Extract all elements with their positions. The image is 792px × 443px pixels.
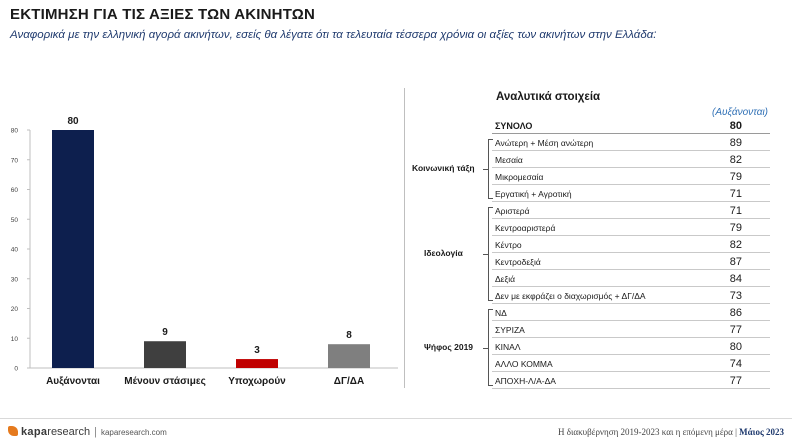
table-row: Κέντρο 82 — [492, 237, 770, 253]
row-value: 79 — [729, 171, 742, 183]
bar — [144, 341, 186, 368]
footer-logo: kaparesearch | kaparesearch.com — [8, 426, 167, 438]
bar-data-label: 9 — [162, 327, 168, 338]
row-label: ΝΔ — [495, 308, 507, 318]
bar — [236, 359, 278, 368]
group-bracket-tick — [483, 254, 488, 255]
footer-caption: Η διακυβέρνηση 2019-2023 και η επόμενη μ… — [558, 427, 784, 437]
y-tick-label: 20 — [11, 306, 19, 313]
y-tick-label: 60 — [11, 187, 19, 194]
bar — [52, 130, 94, 368]
group-label: Κοινωνική τάξη — [412, 163, 475, 173]
row-label: ΑΛΛΟ ΚΟΜΜΑ — [495, 359, 553, 369]
row-value: 80 — [729, 341, 742, 353]
table-row: Κεντροαριστερά 79 — [492, 220, 770, 236]
group-bracket — [488, 207, 493, 301]
x-category-label: ΔΓ/ΔΑ — [334, 376, 364, 387]
row-value: 87 — [729, 256, 742, 268]
footer-separator: | — [94, 426, 97, 438]
page-title: ΕΚΤΙΜΗΣΗ ΓΙΑ ΤΙΣ ΑΞΙΕΣ ΤΩΝ ΑΚΙΝΗΤΩΝ — [10, 6, 316, 23]
row-value: 77 — [729, 324, 742, 336]
table-row: Μεσαία 82 — [492, 152, 770, 168]
y-tick-label: 70 — [11, 157, 19, 164]
row-value: 79 — [729, 222, 742, 234]
group-bracket-tick — [483, 347, 488, 349]
row-label: ΣΥΝΟΛΟ — [495, 121, 533, 131]
y-tick-label: 0 — [14, 366, 18, 373]
row-value: 82 — [729, 239, 742, 251]
table-row: Κεντροδεξιά 87 — [492, 254, 770, 270]
table-row: Ανώτερη + Μέση ανώτερη 89 — [492, 135, 770, 151]
footer-report-title: Η διακυβέρνηση 2019-2023 και η επόμενη μ… — [557, 427, 737, 437]
row-value: 86 — [729, 307, 742, 319]
bar — [328, 344, 370, 368]
row-label: ΚΙΝΑΛ — [495, 342, 521, 352]
row-label: Δεξιά — [495, 274, 516, 284]
row-label: Κεντροαριστερά — [495, 223, 556, 233]
row-label: Δεν με εκφράζει ο διαχωρισμός + ΔΓ/ΔΑ — [495, 291, 646, 301]
brand-name-a: kapa — [21, 426, 48, 438]
row-value: 80 — [729, 120, 742, 132]
group-bracket — [488, 139, 493, 199]
table-row: ΑΠΟΧΗ-Λ/Α-ΔΑ 77 — [492, 373, 770, 389]
table-row: Μικρομεσαία 79 — [492, 169, 770, 185]
table-row: ΣΥΡΙΖΑ 77 — [492, 322, 770, 338]
row-label: ΑΠΟΧΗ-Λ/Α-ΔΑ — [495, 376, 556, 386]
section-divider — [404, 88, 405, 388]
row-label: Μεσαία — [495, 155, 523, 165]
brand-name-b: research — [47, 426, 91, 438]
row-value: 71 — [729, 188, 742, 200]
bar-data-label: 80 — [67, 116, 79, 127]
y-tick-label: 40 — [11, 247, 19, 254]
row-label: Εργατική + Αγροτική — [495, 189, 572, 199]
table-row: Αριστερά 71 — [492, 203, 770, 219]
table-row: ΝΔ 86 — [492, 305, 770, 321]
table-row: Δεν με εκφράζει ο διαχωρισμός + ΔΓ/ΔΑ 73 — [492, 288, 770, 304]
table-row: Δεξιά 84 — [492, 271, 770, 287]
table-title: Αναλυτικά στοιχεία — [496, 91, 601, 103]
group-bracket — [488, 309, 493, 386]
bar-chart: 0 10 20 30 40 50 60 70 80 80 Αυξάνονται 9 Μένουν στά… — [11, 116, 398, 387]
row-label: Κεντροδεξιά — [495, 257, 541, 267]
row-value: 84 — [729, 273, 742, 285]
x-category-label: Υποχωρούν — [228, 376, 286, 387]
brand-mark-icon — [8, 426, 18, 436]
footer-site: kaparesearch.com — [100, 428, 167, 437]
row-value: 82 — [729, 154, 742, 166]
x-category-label: Μένουν στάσιμες — [124, 376, 206, 387]
footer-date: Μάιος 2023 — [739, 427, 784, 437]
row-label: Αριστερά — [495, 206, 530, 216]
table-row: Εργατική + Αγροτική 71 — [492, 186, 770, 202]
group-label: Ψήφος 2019 — [424, 341, 474, 352]
table-row: ΑΛΛΟ ΚΟΜΜΑ 74 — [492, 356, 770, 372]
y-tick-label: 50 — [11, 217, 19, 224]
page-subtitle: Αναφορικά με την ελληνική αγορά ακινήτων… — [10, 29, 657, 41]
row-value: 74 — [729, 358, 742, 370]
row-value: 73 — [729, 290, 742, 302]
row-value: 77 — [729, 375, 742, 387]
row-label: Ανώτερη + Μέση ανώτερη — [495, 138, 594, 148]
row-value: 71 — [729, 205, 742, 217]
row-label: Κέντρο — [495, 240, 522, 250]
y-tick-label: 30 — [11, 276, 19, 283]
bar-data-label: 8 — [346, 330, 352, 341]
x-category-label: Αυξάνονται — [46, 376, 100, 387]
row-label: Μικρομεσαία — [495, 172, 544, 182]
row-label: ΣΥΡΙΖΑ — [495, 325, 525, 335]
table-total-row: ΣΥΝΟΛΟ 80 — [492, 118, 770, 134]
table-column-header: (Αυξάνονται) — [712, 107, 768, 118]
group-bracket-tick — [483, 169, 488, 170]
y-tick-label: 10 — [11, 336, 19, 343]
table-row: ΚΙΝΑΛ 80 — [492, 339, 770, 355]
y-tick-label: 80 — [11, 128, 19, 135]
row-value: 89 — [729, 137, 742, 149]
footer-divider — [0, 418, 792, 419]
group-label: Ιδεολογία — [424, 248, 463, 258]
bar-data-label: 3 — [254, 345, 260, 356]
